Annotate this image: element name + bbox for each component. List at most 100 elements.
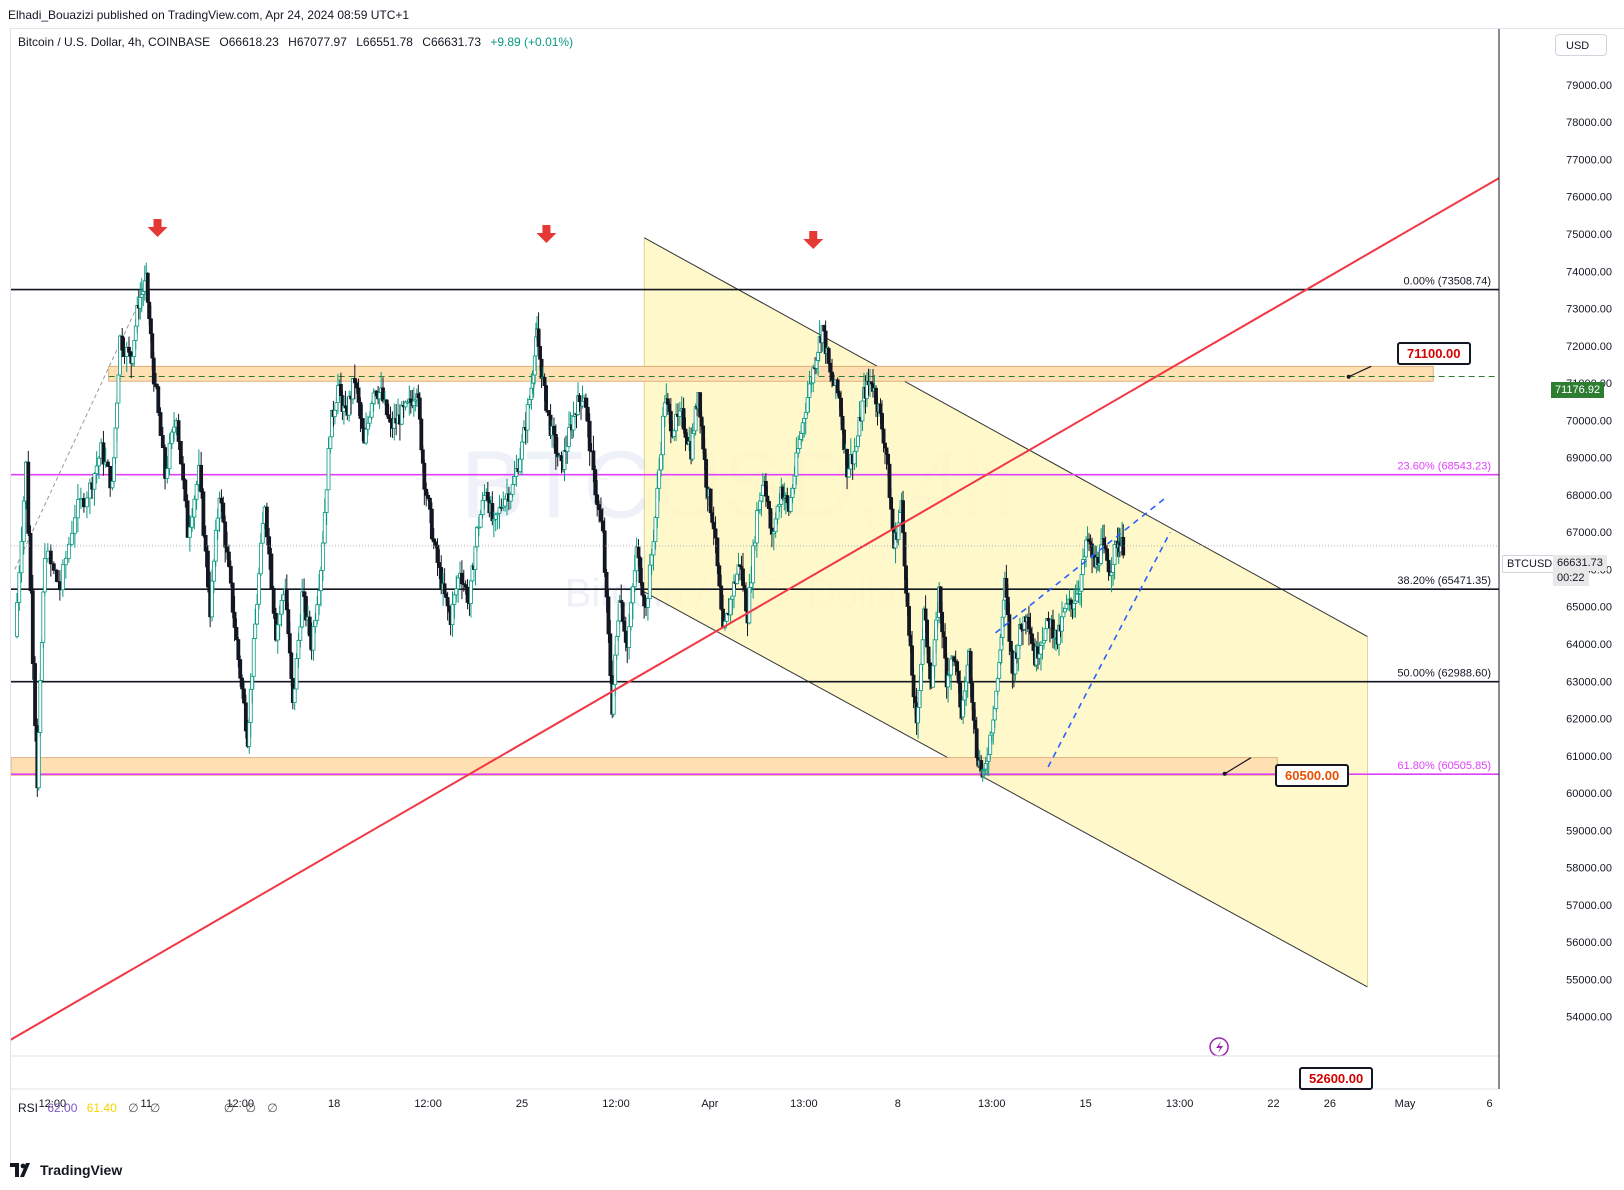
rsi-empty-3: ∅	[223, 1101, 235, 1115]
resistance-price-tag[interactable]: 71100.00	[1397, 342, 1471, 365]
candle-body	[493, 514, 498, 520]
candle-body	[711, 521, 716, 530]
candle-body	[234, 627, 239, 641]
candle-body	[48, 550, 53, 565]
candle-body	[647, 564, 652, 600]
candle-body	[431, 538, 436, 543]
candle-body	[160, 435, 165, 448]
y-tick-label: 60000.00	[1566, 788, 1612, 800]
candle-body	[830, 371, 834, 381]
y-tick-label: 62000.00	[1566, 714, 1612, 726]
candle-body	[118, 335, 122, 376]
candle-body	[452, 594, 457, 605]
candle-body	[599, 509, 603, 522]
candle-body	[388, 418, 393, 423]
candle-body	[228, 565, 233, 584]
candle-body	[469, 580, 473, 604]
main-chart-svg[interactable]: BTCUSD, 4hBitcoin / U.S. Dollar0.00% (73…	[11, 29, 1624, 1169]
x-tick-label: 8	[895, 1098, 901, 1110]
candle-body	[369, 403, 374, 418]
candle-body	[754, 510, 759, 544]
candle-body	[907, 606, 911, 636]
chart-frame[interactable]: BTCUSD, 4hBitcoin / U.S. Dollar0.00% (73…	[10, 28, 1624, 1169]
candle-body	[775, 505, 780, 520]
rsi-value-2: 61.40	[86, 1101, 117, 1115]
candle-body	[552, 425, 556, 435]
candle-body	[662, 402, 667, 417]
rsi-value-1: 62.00	[47, 1101, 78, 1115]
target-price-tag[interactable]: 52600.00	[1299, 1067, 1374, 1090]
candle-body	[320, 542, 325, 571]
rising-trendline	[11, 177, 1500, 1041]
y-tick-label: 64000.00	[1566, 639, 1612, 651]
candle-body	[747, 586, 752, 624]
candle-body	[167, 442, 172, 469]
candle-body	[454, 588, 459, 596]
rsi-empty-4: ∅	[245, 1101, 256, 1115]
candle-body	[426, 494, 430, 499]
footer-brand[interactable]: TradingView	[10, 1162, 122, 1178]
candle-body	[580, 400, 585, 407]
candle-body	[69, 532, 74, 545]
candle-body	[356, 387, 361, 403]
candle-body	[225, 546, 229, 553]
candle-body	[640, 582, 645, 596]
candle-body	[223, 521, 228, 548]
candle-body	[215, 517, 220, 531]
candle-body	[604, 571, 609, 598]
candle-body	[192, 498, 197, 518]
rsi-empty-5: ∅	[267, 1101, 278, 1115]
x-tick-label: 12:00	[39, 1098, 67, 1110]
x-tick-label: 13:00	[1166, 1098, 1194, 1110]
x-tick-label: May	[1395, 1098, 1416, 1110]
support-zone	[11, 757, 1278, 776]
x-tick-label: 6	[1487, 1098, 1493, 1110]
resistance-zone	[108, 365, 1434, 382]
candle-body	[649, 554, 654, 566]
y-tick-label: 72000.00	[1566, 341, 1612, 353]
candle-body	[203, 535, 208, 552]
fib-level-label-0: 0.00% (73508.74)	[1404, 276, 1491, 288]
candle-body	[236, 639, 241, 661]
candle-body	[638, 557, 643, 583]
x-tick-label: 12:00	[602, 1098, 630, 1110]
y-tick-label: 58000.00	[1566, 863, 1612, 875]
x-tick-label: 13:00	[790, 1098, 818, 1110]
candle-body	[659, 454, 663, 471]
candle-body	[672, 430, 677, 437]
down-arrow-icon-0	[147, 219, 168, 237]
candle-body	[281, 594, 286, 601]
candle-body	[435, 544, 440, 563]
candle-body	[715, 537, 720, 567]
candle-body	[995, 677, 1000, 692]
candle-body	[205, 550, 210, 588]
y-tick-label: 54000.00	[1566, 1012, 1612, 1024]
candle-body	[120, 335, 125, 351]
candle-body	[38, 680, 43, 733]
candle-body	[510, 484, 515, 495]
rsi-empty-1: ∅	[128, 1101, 139, 1115]
candle-body	[313, 619, 318, 628]
candle-body	[271, 587, 276, 614]
currency-button[interactable]: USD	[1555, 34, 1607, 56]
support-price-tag[interactable]: 60500.00	[1275, 764, 1350, 787]
green-level-axis-tag: 71176.92	[1551, 382, 1605, 398]
candle-body	[597, 504, 601, 511]
candle-body	[178, 441, 183, 465]
rsi-label[interactable]: RSI	[18, 1101, 39, 1115]
candle-body	[242, 688, 246, 704]
candle-body	[57, 581, 62, 591]
candle-body	[41, 591, 46, 643]
candle-body	[646, 598, 650, 608]
candle-body	[655, 487, 660, 518]
y-tick-label: 75000.00	[1566, 229, 1612, 241]
candle-body	[232, 611, 237, 628]
candle-body	[629, 602, 633, 628]
down-arrow-icon-2	[803, 231, 824, 249]
candle-body	[54, 569, 59, 582]
legend-symbol[interactable]: Bitcoin / U.S. Dollar, 4h, COINBASE	[18, 35, 211, 49]
y-tick-label: 56000.00	[1566, 937, 1612, 949]
candle-body	[901, 500, 905, 533]
candle-body	[852, 450, 857, 465]
candle-body	[190, 516, 195, 528]
